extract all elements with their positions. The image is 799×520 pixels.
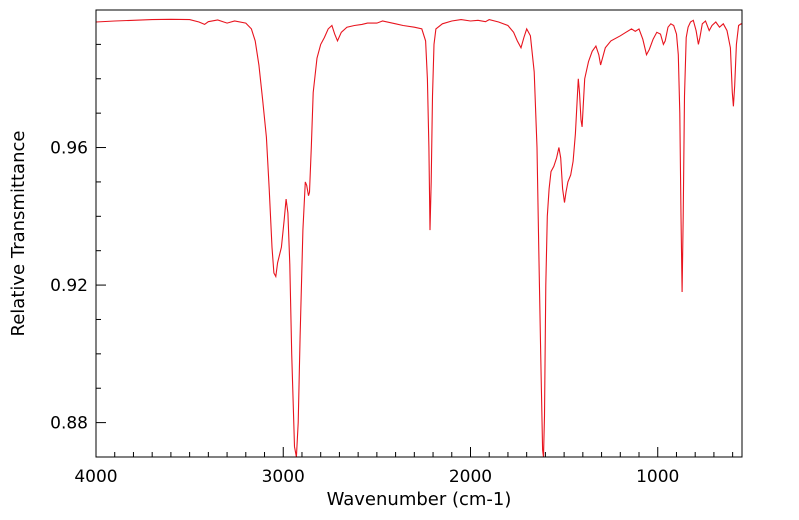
axis-tick-labels: 4000 3000 2000 1000 0.96 0.92 0.88 <box>50 139 679 487</box>
x-tick-label: 3000 <box>262 467 305 487</box>
x-tick-label: 1000 <box>636 467 679 487</box>
y-tick-label: 0.96 <box>50 139 88 159</box>
plot-area <box>95 18 743 458</box>
y-axis-title: Relative Transmittance <box>8 131 29 337</box>
y-tick-label: 0.92 <box>50 276 88 296</box>
axis-ticks <box>95 9 734 457</box>
x-tick-label: 4000 <box>74 467 117 487</box>
transmittance-series-line <box>95 18 743 458</box>
plot-frame <box>95 9 743 458</box>
x-tick-label: 2000 <box>449 467 492 487</box>
y-tick-label: 0.88 <box>50 414 88 434</box>
x-axis-title: Wavenumber (cm-1) <box>327 489 512 510</box>
